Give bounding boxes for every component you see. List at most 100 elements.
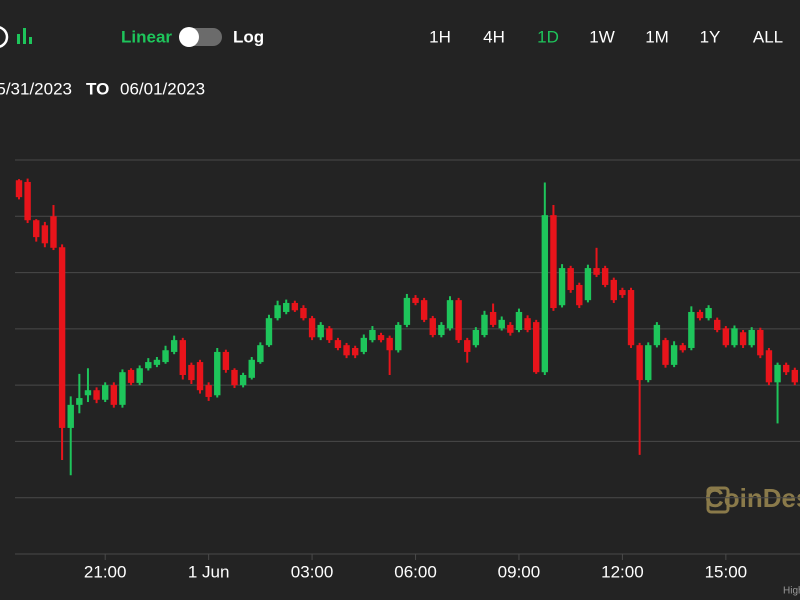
candle-body bbox=[248, 359, 255, 378]
candle-body bbox=[558, 268, 566, 306]
candle-body bbox=[119, 372, 126, 405]
candle-body bbox=[679, 345, 686, 351]
candle-body bbox=[739, 332, 747, 346]
candle-body bbox=[576, 284, 583, 306]
candle-body bbox=[748, 329, 755, 346]
candle-body bbox=[360, 337, 367, 352]
candle-body bbox=[33, 220, 40, 238]
candle-body bbox=[41, 225, 49, 244]
candle-body bbox=[696, 311, 704, 319]
candle-body bbox=[403, 297, 411, 325]
candle-body bbox=[464, 340, 471, 352]
candle-body bbox=[507, 324, 514, 333]
candle-body bbox=[662, 340, 669, 365]
x-tick-label: 1 Jun bbox=[188, 562, 230, 581]
to-date[interactable]: 06/01/2023 bbox=[120, 79, 205, 98]
candle-body bbox=[395, 324, 402, 351]
candle-body bbox=[584, 268, 592, 301]
candle-body bbox=[714, 319, 721, 330]
candle-body bbox=[76, 398, 83, 405]
candle-body bbox=[162, 350, 169, 363]
x-tick-label: 12:00 bbox=[601, 562, 644, 581]
range-button[interactable]: 1H bbox=[429, 27, 451, 46]
candle-body bbox=[627, 290, 635, 346]
candle-body bbox=[222, 351, 230, 370]
candle-body bbox=[722, 328, 730, 346]
candle-body bbox=[257, 345, 264, 363]
watermark-logo bbox=[706, 486, 730, 514]
candle-body bbox=[765, 350, 773, 383]
candle-body bbox=[455, 300, 462, 341]
candle-body bbox=[645, 345, 652, 381]
x-tick-label: 03:00 bbox=[291, 562, 334, 581]
to-label: TO bbox=[86, 79, 109, 98]
candle-body bbox=[67, 404, 74, 428]
line-icon[interactable] bbox=[0, 26, 9, 48]
range-button[interactable]: 1W bbox=[589, 27, 615, 46]
candle-body bbox=[274, 305, 281, 319]
range-button[interactable]: 1Y bbox=[700, 27, 721, 46]
candle-body bbox=[386, 337, 393, 351]
candle-body bbox=[300, 308, 307, 319]
candle-body bbox=[145, 362, 152, 369]
linear-label[interactable]: Linear bbox=[121, 27, 172, 46]
candle-body bbox=[782, 364, 790, 373]
candle-body bbox=[653, 324, 661, 346]
from-date[interactable]: 05/31/2023 bbox=[0, 79, 72, 98]
candle-body bbox=[670, 345, 678, 365]
candle-body bbox=[541, 215, 549, 373]
candle-body bbox=[188, 364, 195, 381]
toggle-knob[interactable] bbox=[179, 27, 199, 47]
candle-body bbox=[420, 300, 428, 320]
candle-body bbox=[688, 311, 695, 348]
candle-body bbox=[601, 268, 609, 285]
candle-body bbox=[214, 351, 221, 396]
candle-body bbox=[636, 345, 643, 381]
candle-body bbox=[205, 385, 212, 397]
candle-body bbox=[84, 390, 92, 396]
x-tick-label: 06:00 bbox=[394, 562, 437, 581]
candle-body bbox=[93, 390, 100, 400]
candle-body bbox=[489, 311, 497, 325]
candle-body bbox=[153, 359, 161, 365]
candle-body bbox=[567, 268, 574, 291]
range-button[interactable]: 4H bbox=[483, 27, 505, 46]
candle-body bbox=[127, 369, 135, 383]
log-label[interactable]: Log bbox=[233, 27, 264, 46]
candle-body bbox=[369, 329, 376, 341]
candle-body bbox=[524, 318, 531, 330]
candle-body bbox=[283, 302, 290, 312]
candle-body bbox=[438, 324, 445, 336]
candle-body bbox=[326, 328, 333, 341]
candle-body bbox=[170, 340, 178, 352]
candle-body bbox=[481, 314, 488, 336]
candle-body bbox=[265, 318, 273, 346]
candle-body bbox=[446, 300, 454, 329]
x-tick-label: 09:00 bbox=[498, 562, 541, 581]
candle-body bbox=[593, 268, 600, 275]
credit: Highcharts.com bbox=[783, 586, 800, 597]
candle-body bbox=[515, 311, 523, 330]
x-tick-label: 15:00 bbox=[705, 562, 748, 581]
candle-body bbox=[377, 335, 385, 341]
range-button[interactable]: 1D bbox=[537, 27, 559, 46]
candle-body bbox=[731, 328, 738, 346]
candle-body bbox=[24, 181, 31, 221]
candle-body bbox=[136, 368, 143, 383]
candle-body bbox=[179, 340, 186, 376]
candle-body bbox=[533, 322, 540, 373]
candle-body bbox=[291, 302, 299, 311]
candle-body bbox=[50, 216, 57, 248]
candle-icon[interactable] bbox=[17, 28, 32, 44]
range-button[interactable]: ALL bbox=[753, 27, 783, 46]
range-button[interactable]: 1M bbox=[645, 27, 669, 46]
candle-body bbox=[472, 329, 480, 346]
candle-body bbox=[791, 369, 798, 383]
candle-body bbox=[351, 347, 359, 356]
candle-body bbox=[619, 290, 626, 296]
candle-body bbox=[757, 329, 764, 356]
candle-body bbox=[498, 319, 505, 329]
candle-body bbox=[58, 247, 66, 428]
